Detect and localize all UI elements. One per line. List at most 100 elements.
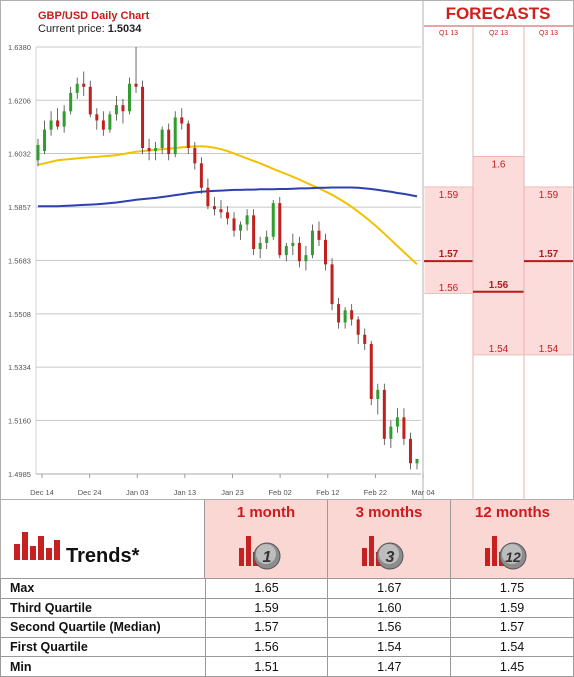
current-price-label: Current price: bbox=[38, 23, 105, 35]
horizon-3-months: 3 months 3 bbox=[328, 500, 451, 578]
table-row: Min 1.51 1.47 1.45 bbox=[0, 656, 574, 677]
cell-value: 1.57 bbox=[204, 617, 329, 638]
cell-value: 1.54 bbox=[450, 636, 574, 658]
candle-down bbox=[317, 230, 321, 240]
candle-down bbox=[134, 83, 138, 87]
cell-value: 1.56 bbox=[327, 617, 452, 638]
candle-down bbox=[382, 389, 386, 439]
horizon-bar-badge-icon: 3 bbox=[362, 536, 404, 570]
candle-down bbox=[356, 319, 360, 335]
candle-up bbox=[114, 105, 118, 115]
current-price: Current price: 1.5034 bbox=[38, 23, 141, 35]
candle-down bbox=[363, 334, 367, 344]
forecast-median-value: 1.56 bbox=[489, 280, 509, 291]
candle-down bbox=[402, 417, 406, 439]
chart-title: GBP/USD Daily Chart bbox=[38, 10, 150, 22]
x-tick-label: Jan 03 bbox=[126, 488, 149, 497]
forecast-column-label: Q1 13 bbox=[439, 30, 458, 37]
candle-up bbox=[245, 215, 249, 225]
horizon-label: 12 months bbox=[474, 504, 550, 521]
candle-down bbox=[199, 163, 203, 188]
candle-down bbox=[219, 209, 223, 213]
candle-down bbox=[232, 218, 236, 231]
forecast-top-value: 1.59 bbox=[439, 190, 459, 201]
candle-up bbox=[36, 144, 40, 161]
candle-up bbox=[343, 310, 347, 323]
cell-value: 1.65 bbox=[204, 578, 329, 599]
candle-up bbox=[389, 426, 393, 439]
current-price-value: 1.5034 bbox=[107, 23, 142, 35]
candle-up bbox=[49, 120, 53, 130]
y-tick-label: 1.5683 bbox=[8, 256, 31, 265]
candle-down bbox=[297, 242, 301, 262]
cell-value: 1.67 bbox=[327, 578, 452, 599]
table-row: Max 1.65 1.67 1.75 bbox=[0, 578, 574, 599]
candle-up bbox=[43, 129, 47, 152]
x-tick-label: Jan 13 bbox=[174, 488, 197, 497]
price-chart: 1.6380 1.6206 1.6032 1.5857 1.5683 1.5508 1.53… bbox=[0, 0, 574, 500]
trends-header: Trends* 1 month 1 3 months 3 12 months bbox=[0, 500, 574, 578]
forecast-median-value: 1.57 bbox=[439, 249, 459, 260]
candle-up bbox=[173, 117, 177, 155]
candle-down bbox=[101, 120, 105, 130]
cell-value: 1.59 bbox=[450, 597, 574, 619]
ma-line-blue bbox=[38, 186, 418, 208]
forecast-range-box bbox=[524, 186, 573, 355]
forecast-median-value: 1.57 bbox=[539, 249, 559, 260]
forecast-bottom-value: 1.54 bbox=[489, 344, 509, 355]
candle-up bbox=[62, 111, 66, 127]
trends-title: Trends* bbox=[66, 545, 140, 567]
svg-text:1: 1 bbox=[263, 549, 272, 566]
candle-down bbox=[337, 304, 341, 323]
candle-up bbox=[415, 459, 419, 464]
cell-value: 1.54 bbox=[327, 636, 452, 658]
cell-value: 1.51 bbox=[204, 656, 329, 677]
forecast-range-box bbox=[473, 156, 524, 355]
candle-down bbox=[121, 105, 125, 112]
y-tick-label: 1.4985 bbox=[8, 470, 31, 479]
cell-value: 1.57 bbox=[450, 617, 574, 638]
candle-down bbox=[95, 114, 99, 121]
candle-down bbox=[180, 117, 184, 124]
table-row: First Quartile 1.56 1.54 1.54 bbox=[0, 636, 574, 658]
candle-up bbox=[108, 114, 112, 130]
y-tick-label: 1.6032 bbox=[8, 150, 31, 159]
x-tick-label: Dec 14 bbox=[30, 488, 54, 497]
candle-down bbox=[186, 123, 190, 149]
forecasts-title: FORECASTS bbox=[445, 4, 551, 23]
horizon-bar-badge-icon: 12 bbox=[485, 536, 527, 570]
candle-up bbox=[69, 92, 73, 112]
candle-up bbox=[265, 236, 269, 243]
candle-down bbox=[408, 438, 412, 464]
row-label: Second Quartile (Median) bbox=[0, 617, 206, 638]
candle-down bbox=[252, 215, 256, 250]
svg-text:12: 12 bbox=[505, 549, 521, 565]
candle-up bbox=[239, 224, 243, 231]
table-row: Third Quartile 1.59 1.60 1.59 bbox=[0, 597, 574, 619]
forecast-top-value: 1.6 bbox=[492, 159, 506, 170]
y-tick-label: 1.6206 bbox=[8, 96, 31, 105]
forecast-top-value: 1.59 bbox=[539, 190, 559, 201]
y-tick-label: 1.5160 bbox=[8, 416, 31, 425]
candle-down bbox=[369, 343, 373, 400]
ma-line-yellow bbox=[37, 145, 418, 266]
x-tick-label: Feb 12 bbox=[316, 488, 339, 497]
svg-text:3: 3 bbox=[386, 549, 395, 566]
candle-up bbox=[291, 242, 295, 246]
table-row: Second Quartile (Median) 1.57 1.56 1.57 bbox=[0, 617, 574, 638]
candle-up bbox=[310, 230, 314, 256]
horizon-label: 3 months bbox=[355, 504, 423, 521]
candle-up bbox=[395, 417, 399, 427]
row-label: Third Quartile bbox=[0, 597, 206, 619]
candle-down bbox=[193, 148, 197, 164]
forecast-bottom-value: 1.54 bbox=[539, 344, 559, 355]
horizon-12-months: 12 months 12 bbox=[451, 500, 574, 578]
candle-down bbox=[278, 203, 282, 256]
candle-up bbox=[154, 148, 158, 152]
candle-down bbox=[226, 212, 229, 219]
trends-bar-icon bbox=[14, 532, 60, 560]
candle-up bbox=[75, 83, 79, 93]
candle-up bbox=[376, 389, 380, 400]
candle-down bbox=[212, 206, 216, 210]
candle-down bbox=[206, 187, 210, 207]
